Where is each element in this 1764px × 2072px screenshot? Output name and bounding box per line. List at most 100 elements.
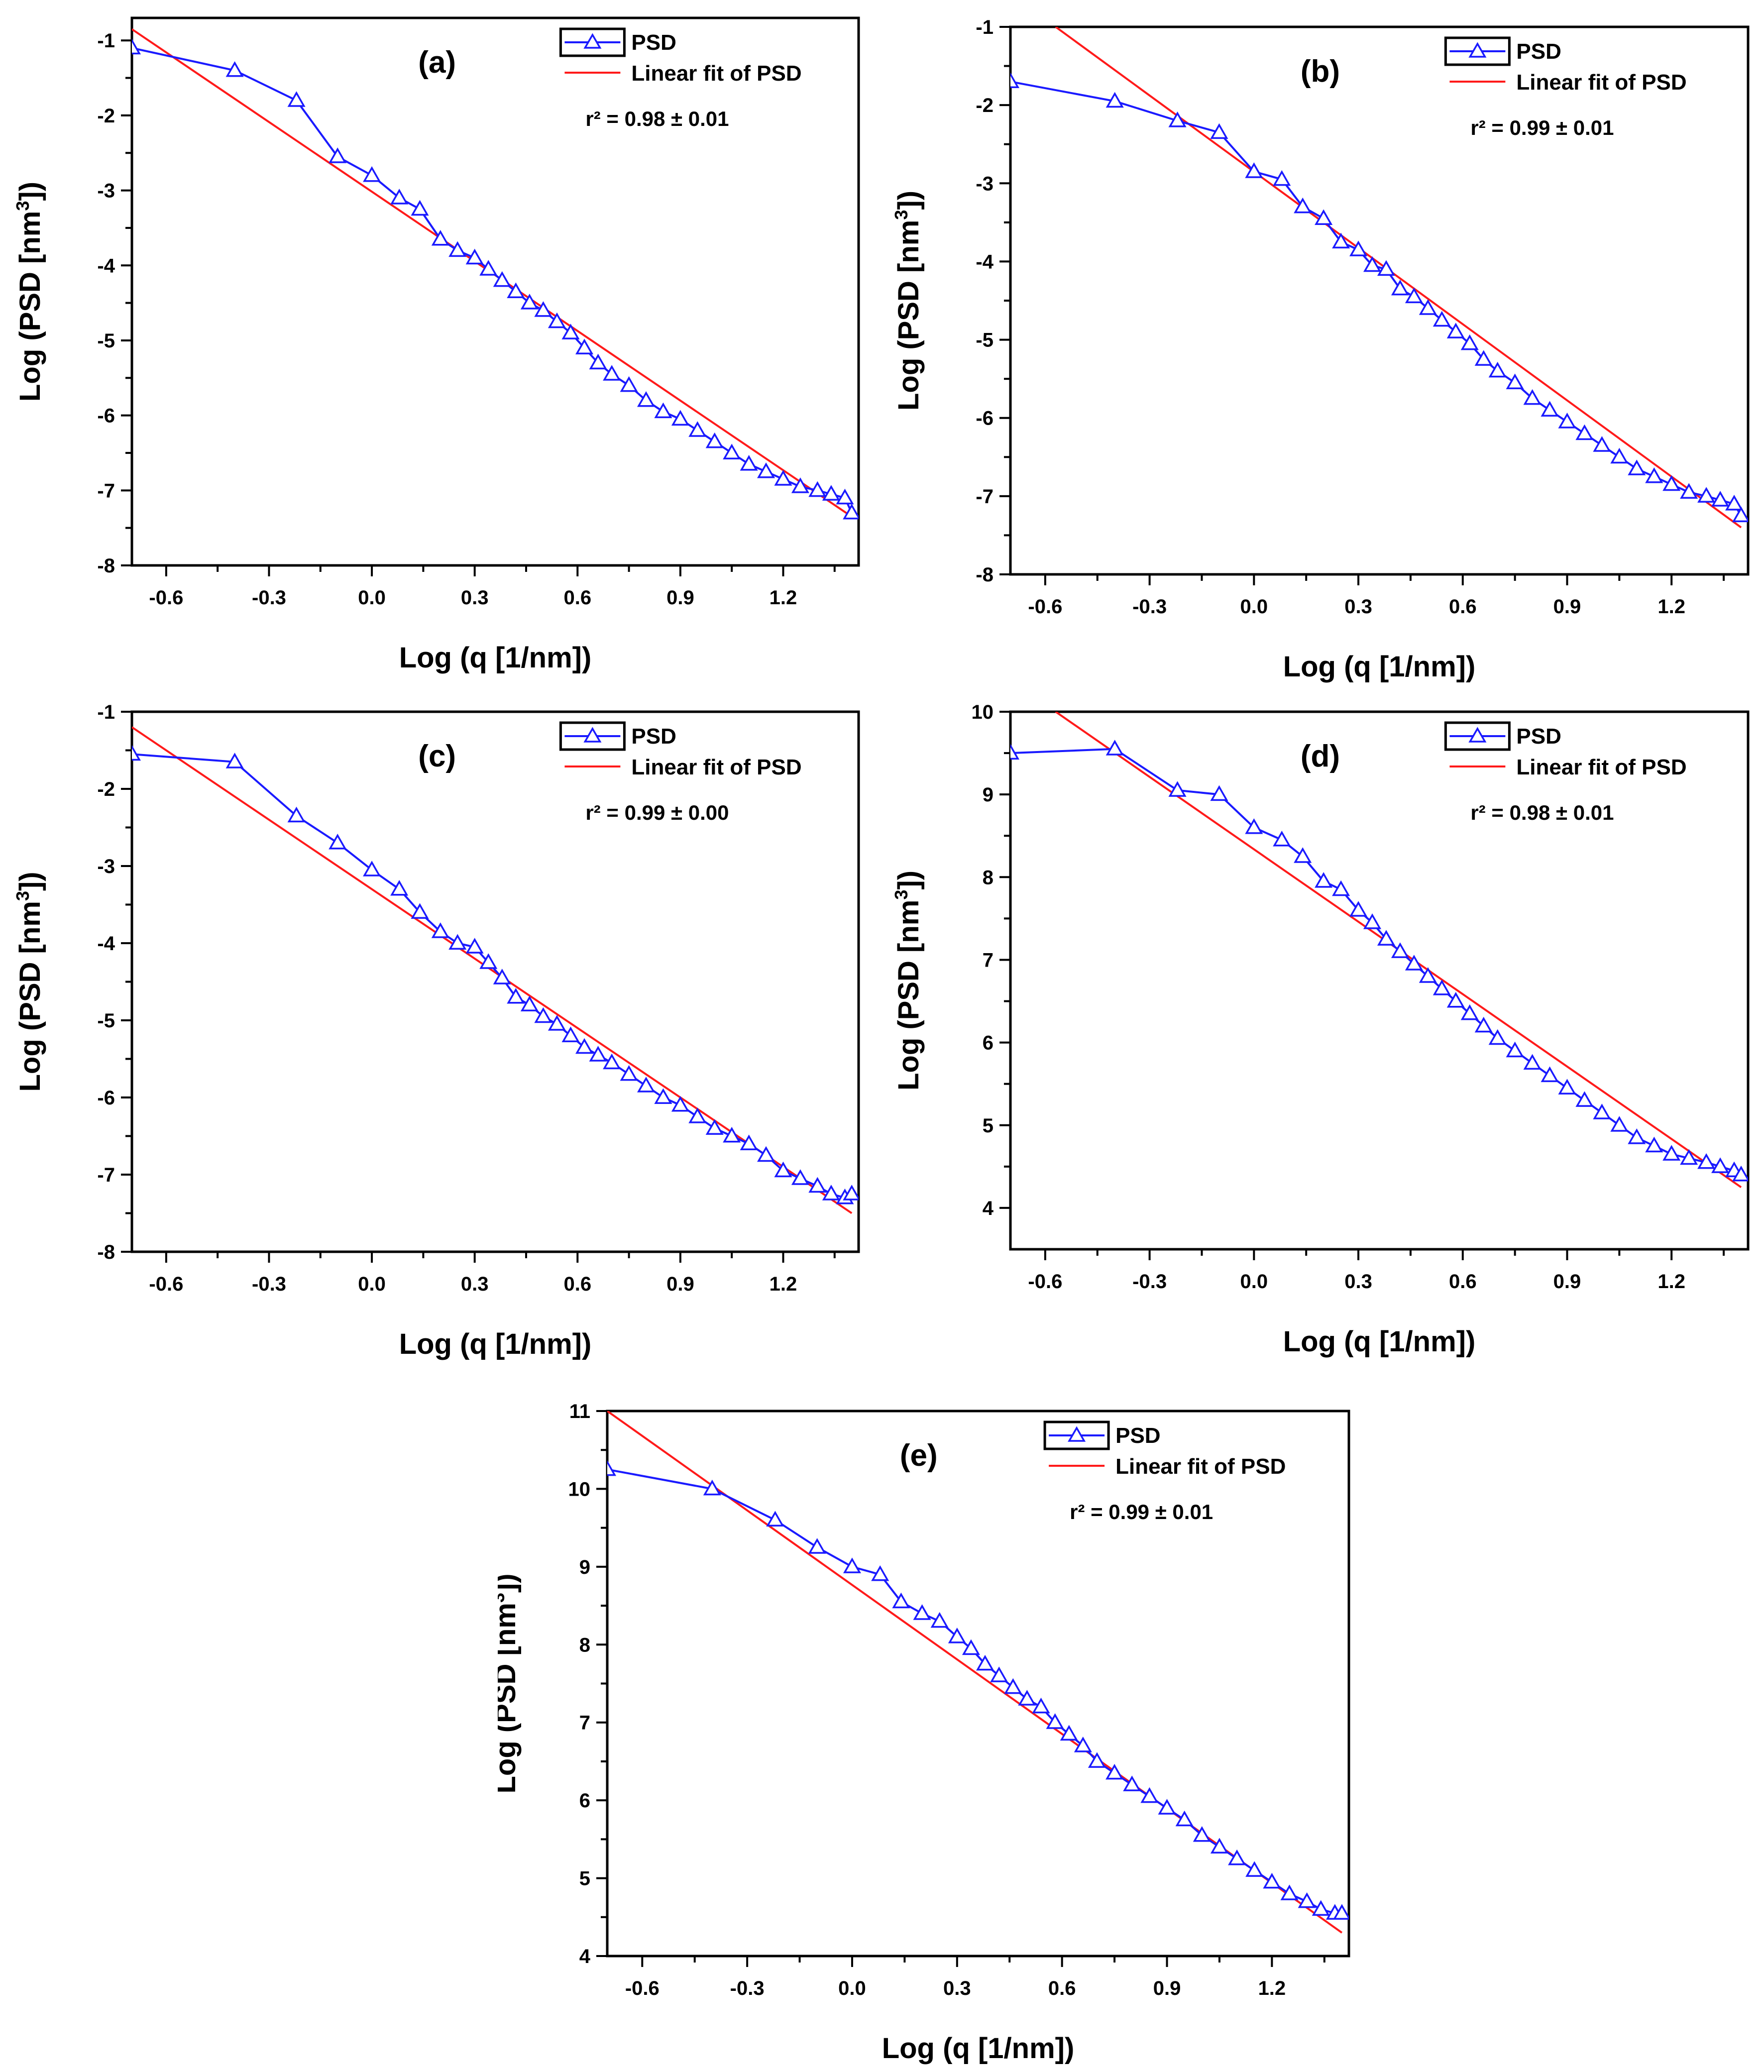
y-tick-label: 11 <box>569 1401 590 1422</box>
x-tick-label: 0.9 <box>666 1273 694 1295</box>
psd-point <box>1460 334 1479 350</box>
psd-point <box>431 229 449 246</box>
psd-point <box>688 1107 707 1123</box>
legend-psd-label: PSD <box>631 724 676 749</box>
psd-point <box>390 189 409 205</box>
psd-point <box>757 462 775 478</box>
y-tick-label: -2 <box>97 778 115 800</box>
psd-point <box>548 312 566 328</box>
psd-point <box>534 1007 552 1023</box>
y-axis-label-main: Log (PSD [nm <box>892 220 925 411</box>
x-tick-label: -0.6 <box>149 1273 183 1295</box>
legend-psd-label: PSD <box>631 30 676 55</box>
y-axis-label-superscript: 3 <box>891 890 911 900</box>
x-tick-label: 0.6 <box>563 1273 591 1295</box>
y-axis-label-end: ]) <box>892 871 925 890</box>
psd-point <box>1488 1029 1507 1045</box>
fit-line <box>132 726 853 1214</box>
panel-label: (c) <box>418 739 456 773</box>
psd-point <box>1123 1775 1141 1791</box>
y-tick-label: -2 <box>976 95 993 116</box>
psd-point <box>822 485 840 501</box>
y-tick-label: -7 <box>976 486 993 508</box>
psd-point <box>1032 1697 1050 1714</box>
psd-point <box>465 938 484 954</box>
psd-point <box>132 38 141 55</box>
psd-point <box>1662 475 1681 491</box>
x-tick-label: 0.9 <box>1553 596 1581 618</box>
psd-point <box>1645 467 1663 483</box>
psd-point <box>1419 967 1437 983</box>
x-tick-label: 1.2 <box>1258 1977 1286 1999</box>
psd-point <box>740 1134 758 1150</box>
psd-point <box>723 1126 741 1143</box>
psd-point <box>1046 1713 1064 1729</box>
y-tick-label: -1 <box>976 16 993 38</box>
psd-point <box>520 995 539 1011</box>
psd-point <box>507 987 525 1004</box>
psd-point <box>836 488 854 505</box>
psd-point <box>1697 1153 1716 1169</box>
x-tick-label: -0.3 <box>1132 596 1167 618</box>
psd-point <box>1210 1838 1228 1854</box>
psd-point <box>575 1038 594 1054</box>
x-tick-label: 1.2 <box>1657 596 1685 618</box>
psd-point <box>507 282 525 298</box>
psd-point <box>411 903 429 919</box>
psd-point <box>1105 92 1124 108</box>
y-tick-label: -3 <box>97 856 115 877</box>
psd-point <box>1680 483 1698 499</box>
y-axis-label-superscript: 3 <box>498 1593 508 1603</box>
y-axis-label-end: ]) <box>892 191 925 210</box>
psd-point <box>740 455 758 471</box>
x-tick-label: 0.3 <box>461 1273 489 1295</box>
psd-point <box>1558 1079 1576 1094</box>
y-tick-label: -7 <box>97 480 115 502</box>
y-tick-label: -4 <box>97 933 115 955</box>
r-squared-annotation: r² = 0.98 ± 0.01 <box>585 107 729 130</box>
x-tick-label: 0.9 <box>1553 1271 1581 1293</box>
y-tick-label: 4 <box>983 1198 994 1219</box>
legend-fit-label: Linear fit of PSD <box>631 755 801 779</box>
psd-point <box>930 1612 949 1628</box>
psd-point <box>1363 256 1382 272</box>
psd-point <box>607 1460 617 1476</box>
psd-point <box>390 879 409 896</box>
panel-label: (b) <box>1301 54 1340 89</box>
y-tick-label: 7 <box>983 949 993 971</box>
y-axis-label-superscript: 3 <box>891 210 911 220</box>
y-tick-label: 10 <box>568 1478 591 1500</box>
psd-point <box>1363 913 1382 929</box>
psd-point <box>1004 1678 1022 1694</box>
psd-point <box>1010 744 1020 760</box>
legend: PSD Linear fit of PSD <box>1444 36 1687 95</box>
psd-point <box>448 934 467 950</box>
psd-point <box>548 1015 566 1031</box>
y-tick-label: 4 <box>579 1946 591 1967</box>
psd-point <box>948 1628 966 1643</box>
y-axis-label-superscript: 3 <box>12 891 33 901</box>
psd-point <box>1074 1737 1092 1752</box>
psd-point <box>329 147 347 163</box>
y-axis-label-main: Log (PSD [nm <box>892 900 925 1091</box>
x-tick-label: 1.2 <box>770 587 797 609</box>
chart-panel-3: -0.6 -0.3 0.0 0.3 0.6 0.9 1.2 -8 -7 -6 -5 -4 -3 -2 -1 L… <box>12 701 860 1360</box>
panel-label: (e) <box>900 1438 938 1473</box>
y-tick-label: -6 <box>97 1087 115 1109</box>
psd-point <box>791 477 809 493</box>
psd-point <box>1433 311 1451 327</box>
x-axis-label: Log (q [1/nm]) <box>399 1328 592 1360</box>
psd-point <box>1474 350 1493 366</box>
psd-point <box>843 503 859 520</box>
x-tick-label: 0.0 <box>1240 596 1268 618</box>
psd-point <box>1294 197 1312 214</box>
psd-point <box>620 376 638 392</box>
psd-point <box>1541 1066 1559 1083</box>
y-axis-label: Log (PSD [nm3]) <box>498 1573 522 1793</box>
x-tick-label: -0.6 <box>1028 596 1062 618</box>
legend-psd-marker <box>583 727 602 743</box>
psd-point <box>1018 1690 1036 1706</box>
chart-panel-2: -0.6 -0.3 0.0 0.3 0.6 0.9 1.2 -8 -7 -6 -5 -4 -3 -2 -1 L… <box>891 16 1750 683</box>
x-tick-label: -0.6 <box>1028 1271 1062 1293</box>
